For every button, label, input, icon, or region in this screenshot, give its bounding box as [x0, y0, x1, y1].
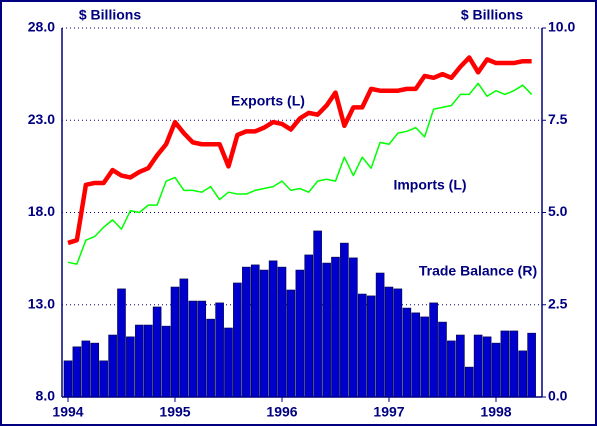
bar [464, 366, 474, 398]
bar [518, 350, 528, 398]
bar [349, 257, 358, 398]
y2-tick-label: 2.5 [548, 295, 568, 311]
bar [375, 272, 385, 398]
bar [250, 264, 260, 398]
bar [117, 288, 126, 398]
series-label: Imports (L) [393, 177, 466, 193]
y-tick-label: 8.0 [36, 388, 56, 404]
x-tick-label: 1998 [480, 404, 511, 420]
y2-tick-label: 5.0 [548, 203, 568, 219]
y-tick-label: 28.0 [28, 19, 55, 35]
y-axis-label: $ Billions [79, 7, 141, 23]
bar [161, 325, 171, 398]
bar [295, 269, 305, 398]
x-tick-label: 1997 [373, 404, 404, 420]
bar [384, 286, 394, 398]
bar [259, 269, 269, 398]
bar [90, 342, 100, 398]
bar [509, 330, 519, 398]
bar [268, 260, 278, 398]
bar [420, 316, 429, 398]
series-label: Exports (L) [231, 93, 305, 109]
y2-tick-label: 7.5 [548, 111, 568, 127]
y2-axis-label: $ Billions [461, 7, 523, 23]
x-tick-label: 1994 [52, 404, 83, 420]
y2-tick-label: 10.0 [548, 19, 575, 35]
bar [81, 340, 91, 398]
bar [447, 340, 456, 398]
bar [242, 266, 251, 398]
bar [393, 288, 403, 398]
bar [482, 336, 492, 398]
bar [143, 324, 153, 398]
bar [152, 306, 162, 398]
bar [286, 289, 296, 398]
y-tick-label: 13.0 [28, 295, 55, 311]
bar [473, 334, 483, 398]
y-tick-label: 18.0 [28, 203, 55, 219]
bar [527, 332, 536, 398]
y2-tick-label: 0.0 [548, 388, 568, 404]
bar [224, 327, 233, 398]
bar [456, 334, 465, 398]
bar [206, 318, 215, 398]
bar [491, 342, 501, 398]
line [67, 82, 533, 265]
x-tick-label: 1995 [159, 404, 190, 420]
x-tick-label: 1996 [266, 404, 297, 420]
bar [215, 302, 224, 398]
bar [233, 282, 242, 398]
bar [277, 266, 287, 398]
bar [313, 230, 322, 398]
bar [197, 300, 207, 398]
bar [411, 312, 421, 398]
bar [63, 360, 73, 398]
bar [179, 278, 189, 398]
bar [170, 286, 180, 398]
bar [108, 334, 117, 398]
bar [304, 254, 314, 398]
bar [331, 256, 340, 398]
bar [188, 300, 198, 398]
bar [340, 242, 349, 398]
bar [366, 295, 376, 398]
bar [135, 324, 144, 398]
line [67, 55, 532, 246]
series-label: Trade Balance (R) [419, 263, 537, 279]
bar [402, 307, 412, 398]
bar [99, 360, 108, 398]
bar [438, 321, 447, 398]
bar [500, 330, 510, 398]
bar [72, 346, 82, 398]
y-tick-label: 23.0 [28, 111, 55, 127]
bar [429, 302, 438, 398]
bar [357, 293, 367, 398]
bar [126, 336, 135, 398]
bar [322, 262, 331, 398]
